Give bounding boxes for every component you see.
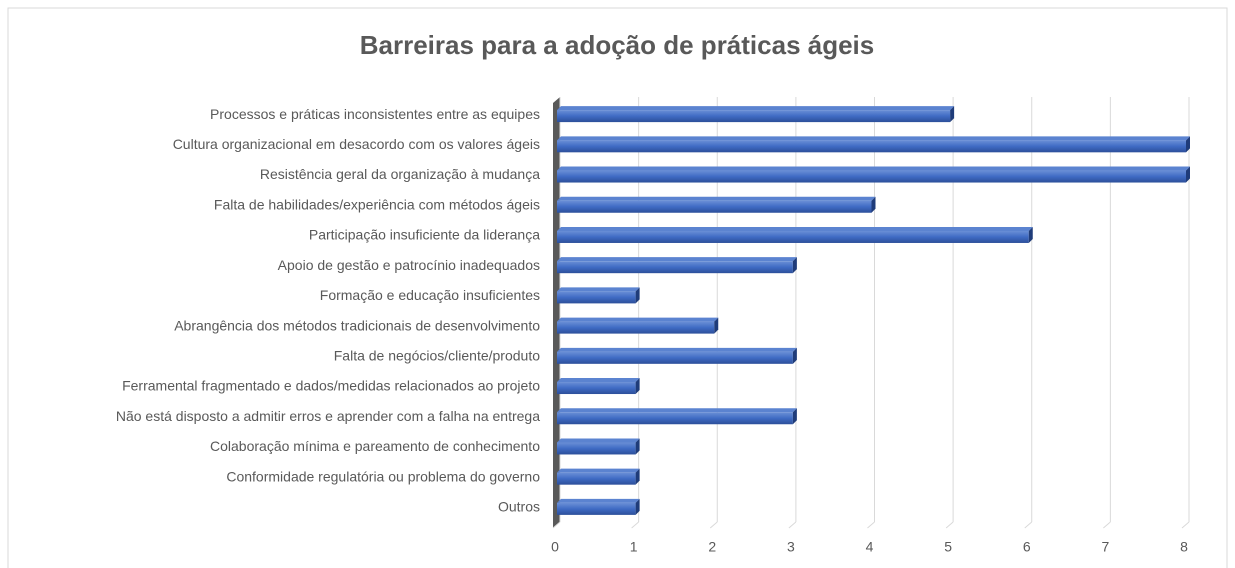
- y-tick-label: Abrangência dos métodos tradicionais de …: [174, 317, 540, 333]
- bar: [557, 498, 640, 515]
- bar: [557, 468, 640, 485]
- y-tick-label: Participação insuficiente da liderança: [309, 227, 540, 243]
- grid-line-foot: [1103, 521, 1111, 529]
- bar: [557, 136, 1190, 153]
- x-tick-label: 4: [866, 539, 874, 555]
- bar: [557, 408, 797, 425]
- grid-line-foot: [867, 521, 875, 529]
- y-tick-label: Conformidade regulatória ou problema do …: [226, 468, 540, 484]
- y-tick-label: Outros: [498, 499, 540, 515]
- bar: [557, 347, 797, 364]
- y-tick-label: Cultura organizacional em desacordo com …: [173, 136, 540, 152]
- x-tick-label: 8: [1180, 539, 1188, 555]
- x-tick-label: 0: [551, 539, 559, 555]
- grid-line-foot: [945, 521, 954, 529]
- grid-line-foot: [552, 521, 561, 529]
- bar: [557, 257, 797, 274]
- y-tick-label: Formação e educação insuficientes: [320, 287, 540, 303]
- grid-line-foot: [709, 521, 718, 529]
- y-tick-label: Colaboração mínima e pareamento de conhe…: [210, 438, 540, 454]
- y-tick-label: Resistência geral da organização à mudan…: [260, 166, 540, 182]
- grid-line-foot: [1024, 521, 1033, 529]
- grid-line-foot: [631, 521, 639, 529]
- bar: [557, 317, 719, 334]
- x-tick-label: 6: [1023, 539, 1031, 555]
- chart-title: Barreiras para a adoção de práticas ágei…: [360, 30, 875, 60]
- bar: [557, 378, 640, 395]
- axis-wall: [553, 97, 560, 528]
- x-tick-label: 1: [630, 539, 638, 555]
- bar: [557, 196, 876, 213]
- grid-line-foot: [1181, 521, 1190, 529]
- bar: [557, 106, 955, 123]
- y-tick-label: Ferramental fragmentado e dados/medidas …: [122, 378, 540, 394]
- x-tick-label: 7: [1101, 539, 1109, 555]
- y-tick-label: Processos e práticas inconsistentes entr…: [210, 106, 540, 122]
- x-tick-label: 2: [708, 539, 716, 555]
- x-tick-label: 5: [944, 539, 952, 555]
- x-tick-label: 3: [787, 539, 795, 555]
- bar: [557, 287, 640, 304]
- y-tick-label: Falta de negócios/cliente/produto: [334, 348, 540, 364]
- bar: [557, 226, 1033, 243]
- grid-line-foot: [788, 521, 797, 529]
- bar: [557, 166, 1190, 183]
- y-tick-label: Não está disposto a admitir erros e apre…: [116, 408, 540, 424]
- y-tick-label: Falta de habilidades/experiência com mét…: [214, 196, 540, 212]
- bar: [557, 438, 640, 455]
- y-tick-label: Apoio de gestão e patrocínio inadequados: [278, 257, 540, 273]
